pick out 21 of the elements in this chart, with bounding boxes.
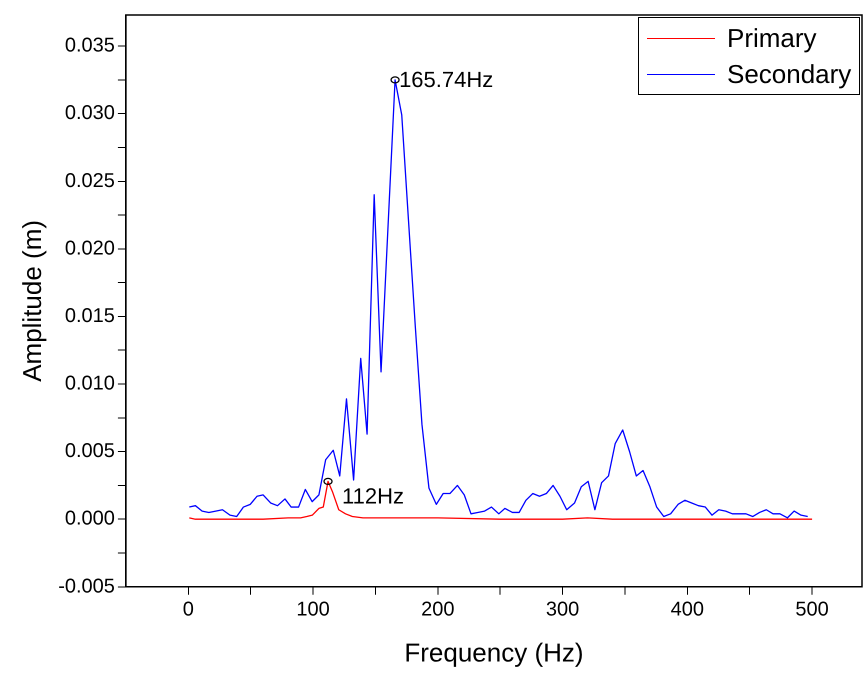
x-tick-label: 400 bbox=[670, 598, 704, 620]
x-axis-title: Frequency (Hz) bbox=[404, 638, 584, 668]
y-tick-label: 0.000 bbox=[64, 508, 115, 530]
x-tick-label: 200 bbox=[421, 598, 454, 620]
y-tick-label: 0.005 bbox=[64, 440, 115, 462]
x-tick-label: 0 bbox=[182, 598, 194, 620]
y-tick-label: -0.005 bbox=[58, 575, 115, 598]
y-tick-label: 0.035 bbox=[64, 34, 115, 57]
x-tick-label: 500 bbox=[795, 598, 829, 620]
y-tick-label: 0.015 bbox=[64, 304, 115, 327]
annotation: 165.74Hz bbox=[399, 66, 494, 92]
legend-label: Primary bbox=[727, 22, 817, 55]
x-tick-label: 300 bbox=[546, 598, 580, 620]
annotation: 112Hz bbox=[342, 483, 404, 508]
y-tick-label: 0.020 bbox=[64, 237, 115, 260]
legend-label: Secondary bbox=[727, 58, 852, 91]
y-tick-label: 0.025 bbox=[64, 170, 115, 192]
y-axis-title: Amplitude (m) bbox=[16, 220, 47, 382]
y-tick-label: 0.030 bbox=[64, 102, 115, 124]
x-tick-label: 100 bbox=[296, 598, 330, 620]
y-tick-label: 0.010 bbox=[64, 372, 115, 395]
